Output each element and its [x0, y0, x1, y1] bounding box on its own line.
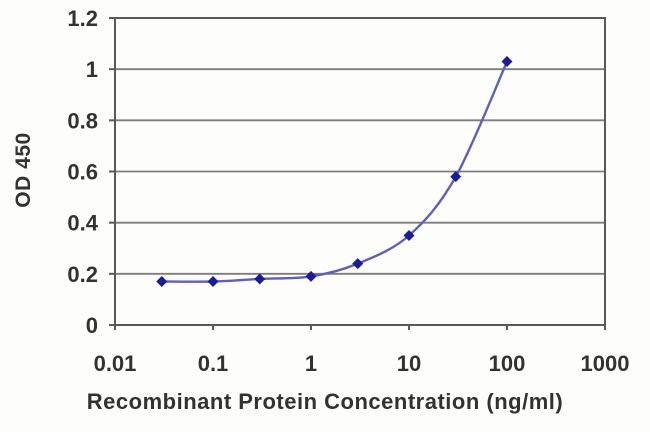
data-point-marker	[254, 273, 266, 285]
data-point-marker	[207, 276, 219, 288]
data-point-marker	[403, 229, 415, 241]
data-series-line	[160, 60, 509, 283]
y-axis-title: OD 450	[12, 132, 35, 208]
data-point-marker	[305, 270, 317, 282]
y-tick-label: 1	[86, 57, 98, 82]
data-point-marker	[352, 258, 364, 270]
y-tick-label: 1.2	[67, 6, 98, 31]
y-tick-label: 0.6	[67, 160, 98, 185]
y-tick-label: 0.4	[67, 211, 98, 236]
data-point-marker	[156, 276, 168, 288]
x-tick-label: 100	[489, 351, 526, 376]
x-tick-label: 10	[397, 351, 421, 376]
y-tick-label: 0.8	[67, 108, 98, 133]
x-tick-label: 1000	[581, 351, 630, 376]
y-tick-label: 0.2	[67, 262, 98, 287]
y-tick-label: 0	[86, 313, 98, 338]
x-axis-title: Recombinant Protein Concentration (ng/ml…	[86, 389, 564, 414]
data-point-marker	[501, 55, 513, 67]
x-tick-label: 0.01	[94, 351, 137, 376]
data-point-marker	[450, 171, 462, 183]
x-tick-label: 1	[305, 351, 317, 376]
x-tick-label: 0.1	[198, 351, 229, 376]
